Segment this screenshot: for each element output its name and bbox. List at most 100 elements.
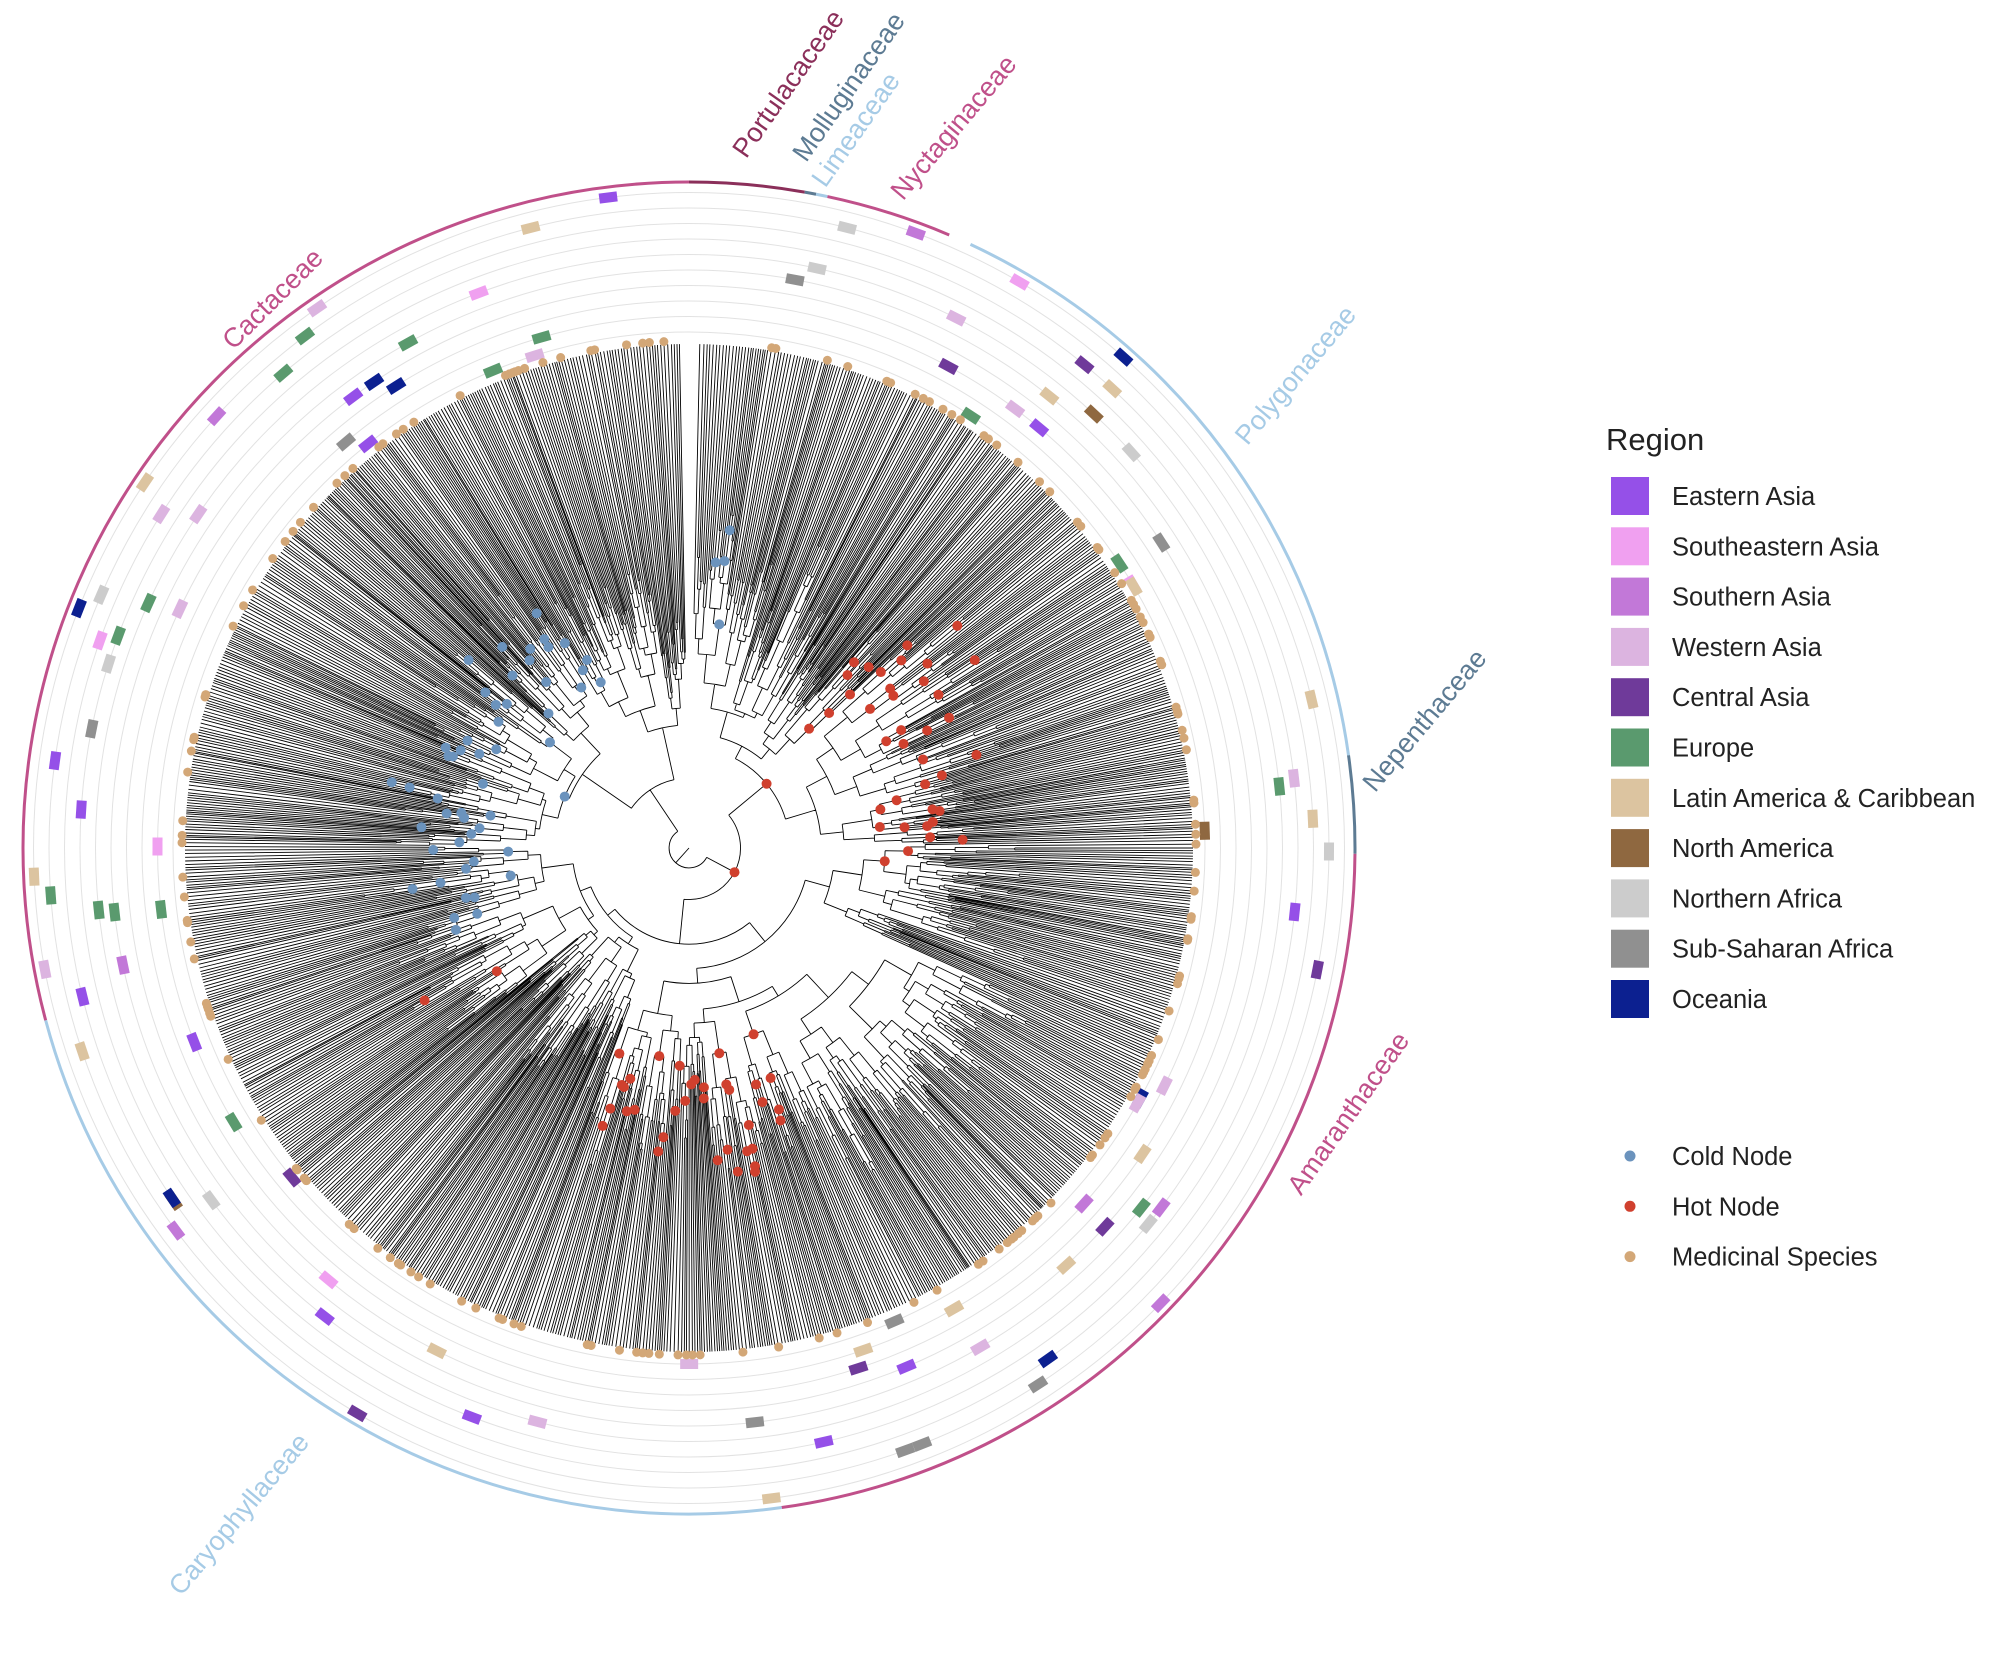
hot-node: [597, 1120, 608, 1131]
cold-node: [407, 883, 418, 894]
hot-node: [903, 846, 914, 857]
medicinal-dot: [178, 816, 188, 826]
hot-node: [863, 662, 874, 673]
cold-node: [531, 608, 542, 619]
medicinal-dot: [938, 404, 948, 414]
medicinal-dot: [1186, 914, 1196, 924]
cold-node: [525, 643, 536, 654]
legend: Region Eastern Asia Southeastern Asia South…: [1606, 422, 1975, 1272]
hot-node: [670, 1105, 681, 1116]
region-cell: [813, 1435, 834, 1449]
region-cell: [135, 472, 155, 493]
hot-node: [896, 725, 907, 736]
medicinal-dot: [843, 362, 853, 372]
medicinal-dot: [348, 463, 358, 473]
legend-label: Sub-Saharan Africa: [1672, 936, 1894, 964]
medicinal-dot: [632, 1347, 642, 1357]
region-cell: [294, 326, 316, 346]
hot-node: [922, 725, 933, 736]
cold-node: [461, 863, 472, 874]
legend-label: North America: [1672, 835, 1834, 863]
family-label: Nepenthaceae: [1357, 643, 1493, 797]
region-cell: [171, 598, 189, 620]
hot-node: [743, 1119, 754, 1130]
hot-node: [654, 1051, 665, 1062]
medicinal-dot: [409, 417, 419, 427]
cold-node: [543, 708, 554, 719]
medicinal-dot: [494, 1313, 504, 1323]
medicinal-dot: [414, 1272, 424, 1282]
region-cell: [938, 357, 959, 376]
region-cell: [1004, 399, 1026, 419]
ring: [64, 223, 1314, 1473]
medicinal-dot: [556, 353, 566, 363]
medicinal-dot: [1110, 568, 1120, 578]
medicinal-dot: [538, 358, 548, 368]
cold-node: [581, 654, 592, 665]
hot-node: [698, 1093, 709, 1104]
hot-node: [674, 1060, 685, 1071]
legend-label: Hot Node: [1672, 1193, 1780, 1221]
hot-node: [879, 856, 890, 867]
hot-node: [653, 1146, 664, 1157]
medicinal-dot: [223, 1054, 233, 1064]
hot-node: [775, 1115, 786, 1126]
region-cell: [306, 299, 328, 318]
medicinal-dot: [771, 343, 781, 353]
cold-node: [472, 908, 483, 919]
legend-label: Southeastern Asia: [1672, 533, 1880, 561]
region-cell: [273, 363, 294, 383]
medicinal-dot: [332, 478, 342, 488]
cold-node: [595, 677, 606, 688]
medicinal-dot: [455, 391, 465, 401]
family-arc: [21, 180, 690, 1021]
region-cell: [343, 387, 364, 407]
medicinal-dot: [638, 338, 648, 348]
medicinal-dot: [1189, 798, 1199, 808]
hot-node: [875, 667, 886, 678]
cold-node: [543, 642, 554, 653]
family-arc: [781, 853, 1357, 1510]
medicinal-dot: [1046, 1198, 1056, 1208]
medicinal-dot: [471, 1303, 481, 1313]
hot-node: [765, 1073, 776, 1084]
hot-node: [686, 1079, 697, 1090]
medicinal-dot: [1191, 829, 1201, 839]
medicinal-dot: [1076, 521, 1086, 531]
hot-node: [875, 804, 886, 815]
hot-node: [936, 770, 947, 781]
cold-node: [440, 742, 451, 753]
region-cell: [680, 1358, 699, 1370]
legend-label: Cold Node: [1672, 1143, 1793, 1171]
region-cell: [48, 751, 62, 771]
medicinal-dot: [1191, 839, 1201, 849]
region-cell: [1152, 532, 1171, 553]
hot-node: [925, 832, 936, 843]
hot-node: [842, 670, 853, 681]
hot-node: [658, 1132, 669, 1143]
legend-label: Eastern Asia: [1672, 483, 1816, 511]
cold-node: [477, 778, 488, 789]
family-arc: [827, 195, 950, 237]
hot-node: [605, 1103, 616, 1114]
region-cell: [110, 625, 127, 646]
hot-node: [896, 655, 907, 666]
medicinal-dot: [681, 1350, 691, 1360]
medicinal-dot: [1138, 618, 1148, 628]
legend-label: Northern Africa: [1672, 885, 1843, 913]
cold-node: [493, 716, 504, 727]
medicinal-dot: [186, 746, 196, 756]
cold-node: [507, 670, 518, 681]
region-cell: [785, 273, 805, 287]
medicinal-dot: [406, 1267, 416, 1277]
medicinal-dot: [1126, 1092, 1136, 1102]
legend-swatch: [1611, 879, 1649, 918]
hot-node: [491, 966, 502, 977]
cold-node: [474, 748, 485, 759]
legend-swatch: [1611, 627, 1649, 666]
region-cell: [45, 886, 57, 905]
cold-node: [474, 823, 485, 834]
cold-node: [505, 870, 516, 881]
medicinal-dot: [814, 1333, 824, 1343]
